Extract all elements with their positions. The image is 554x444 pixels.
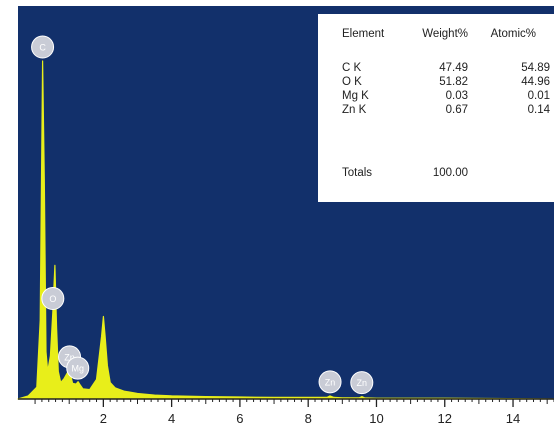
x-tick-label-10: 10 — [369, 411, 383, 426]
peak-label-c-1: C — [39, 43, 46, 53]
peak-label-marker-2 — [41, 287, 65, 311]
element-cell: Mg K — [342, 90, 369, 102]
table-totals-row: Totals 100.00 — [318, 167, 554, 181]
element-cell: O K — [342, 76, 362, 88]
peak-label-zn-5: Zn — [325, 377, 336, 387]
peak-label-zn-6: Zn — [357, 378, 368, 388]
table-row: Mg K 0.03 0.01 — [318, 90, 554, 104]
table-row: O K 51.82 44.96 — [318, 76, 554, 90]
header-weight: Weight% — [422, 28, 468, 40]
weight-cell: 47.49 — [439, 62, 468, 74]
x-tick-label-8: 8 — [305, 411, 312, 426]
atomic-cell: 0.01 — [527, 90, 550, 102]
table-header-row: Element Weight% Atomic% — [318, 28, 554, 42]
table-row: C K 47.49 54.89 — [318, 62, 554, 76]
table-row: Zn K 0.67 0.14 — [318, 104, 554, 118]
x-tick-label-6: 6 — [236, 411, 243, 426]
x-tick-label-12: 12 — [438, 411, 452, 426]
peak-label-mg-4: Mg — [71, 364, 84, 374]
totals-label: Totals — [342, 167, 373, 179]
header-atomic: Atomic% — [490, 28, 536, 40]
spectrum-series-1 — [17, 60, 554, 400]
x-tick-label-14: 14 — [506, 411, 520, 426]
x-tick-label-2: 2 — [100, 411, 107, 426]
peak-label-marker-1 — [31, 35, 55, 59]
element-cell: C K — [342, 62, 362, 74]
weight-cell: 51.82 — [439, 76, 468, 88]
x-tick-label-4: 4 — [168, 411, 175, 426]
weight-cell: 0.03 — [445, 90, 468, 102]
header-element: Element — [342, 28, 385, 40]
peak-label-zn-3: Zn — [64, 352, 75, 362]
element-cell: Zn K — [342, 104, 367, 116]
atomic-cell: 44.96 — [521, 76, 550, 88]
atomic-cell: 0.14 — [527, 104, 550, 116]
composition-table: Element Weight% Atomic% C K 47.49 54.89 … — [318, 14, 554, 202]
totals-value: 100.00 — [432, 167, 468, 179]
weight-cell: 0.67 — [445, 104, 468, 116]
peak-label-marker-4 — [66, 356, 90, 380]
atomic-cell: 54.89 — [521, 62, 550, 74]
peak-label-o-2: O — [49, 294, 56, 304]
peak-label-marker-5 — [318, 370, 342, 394]
peak-label-marker-6 — [350, 371, 374, 395]
